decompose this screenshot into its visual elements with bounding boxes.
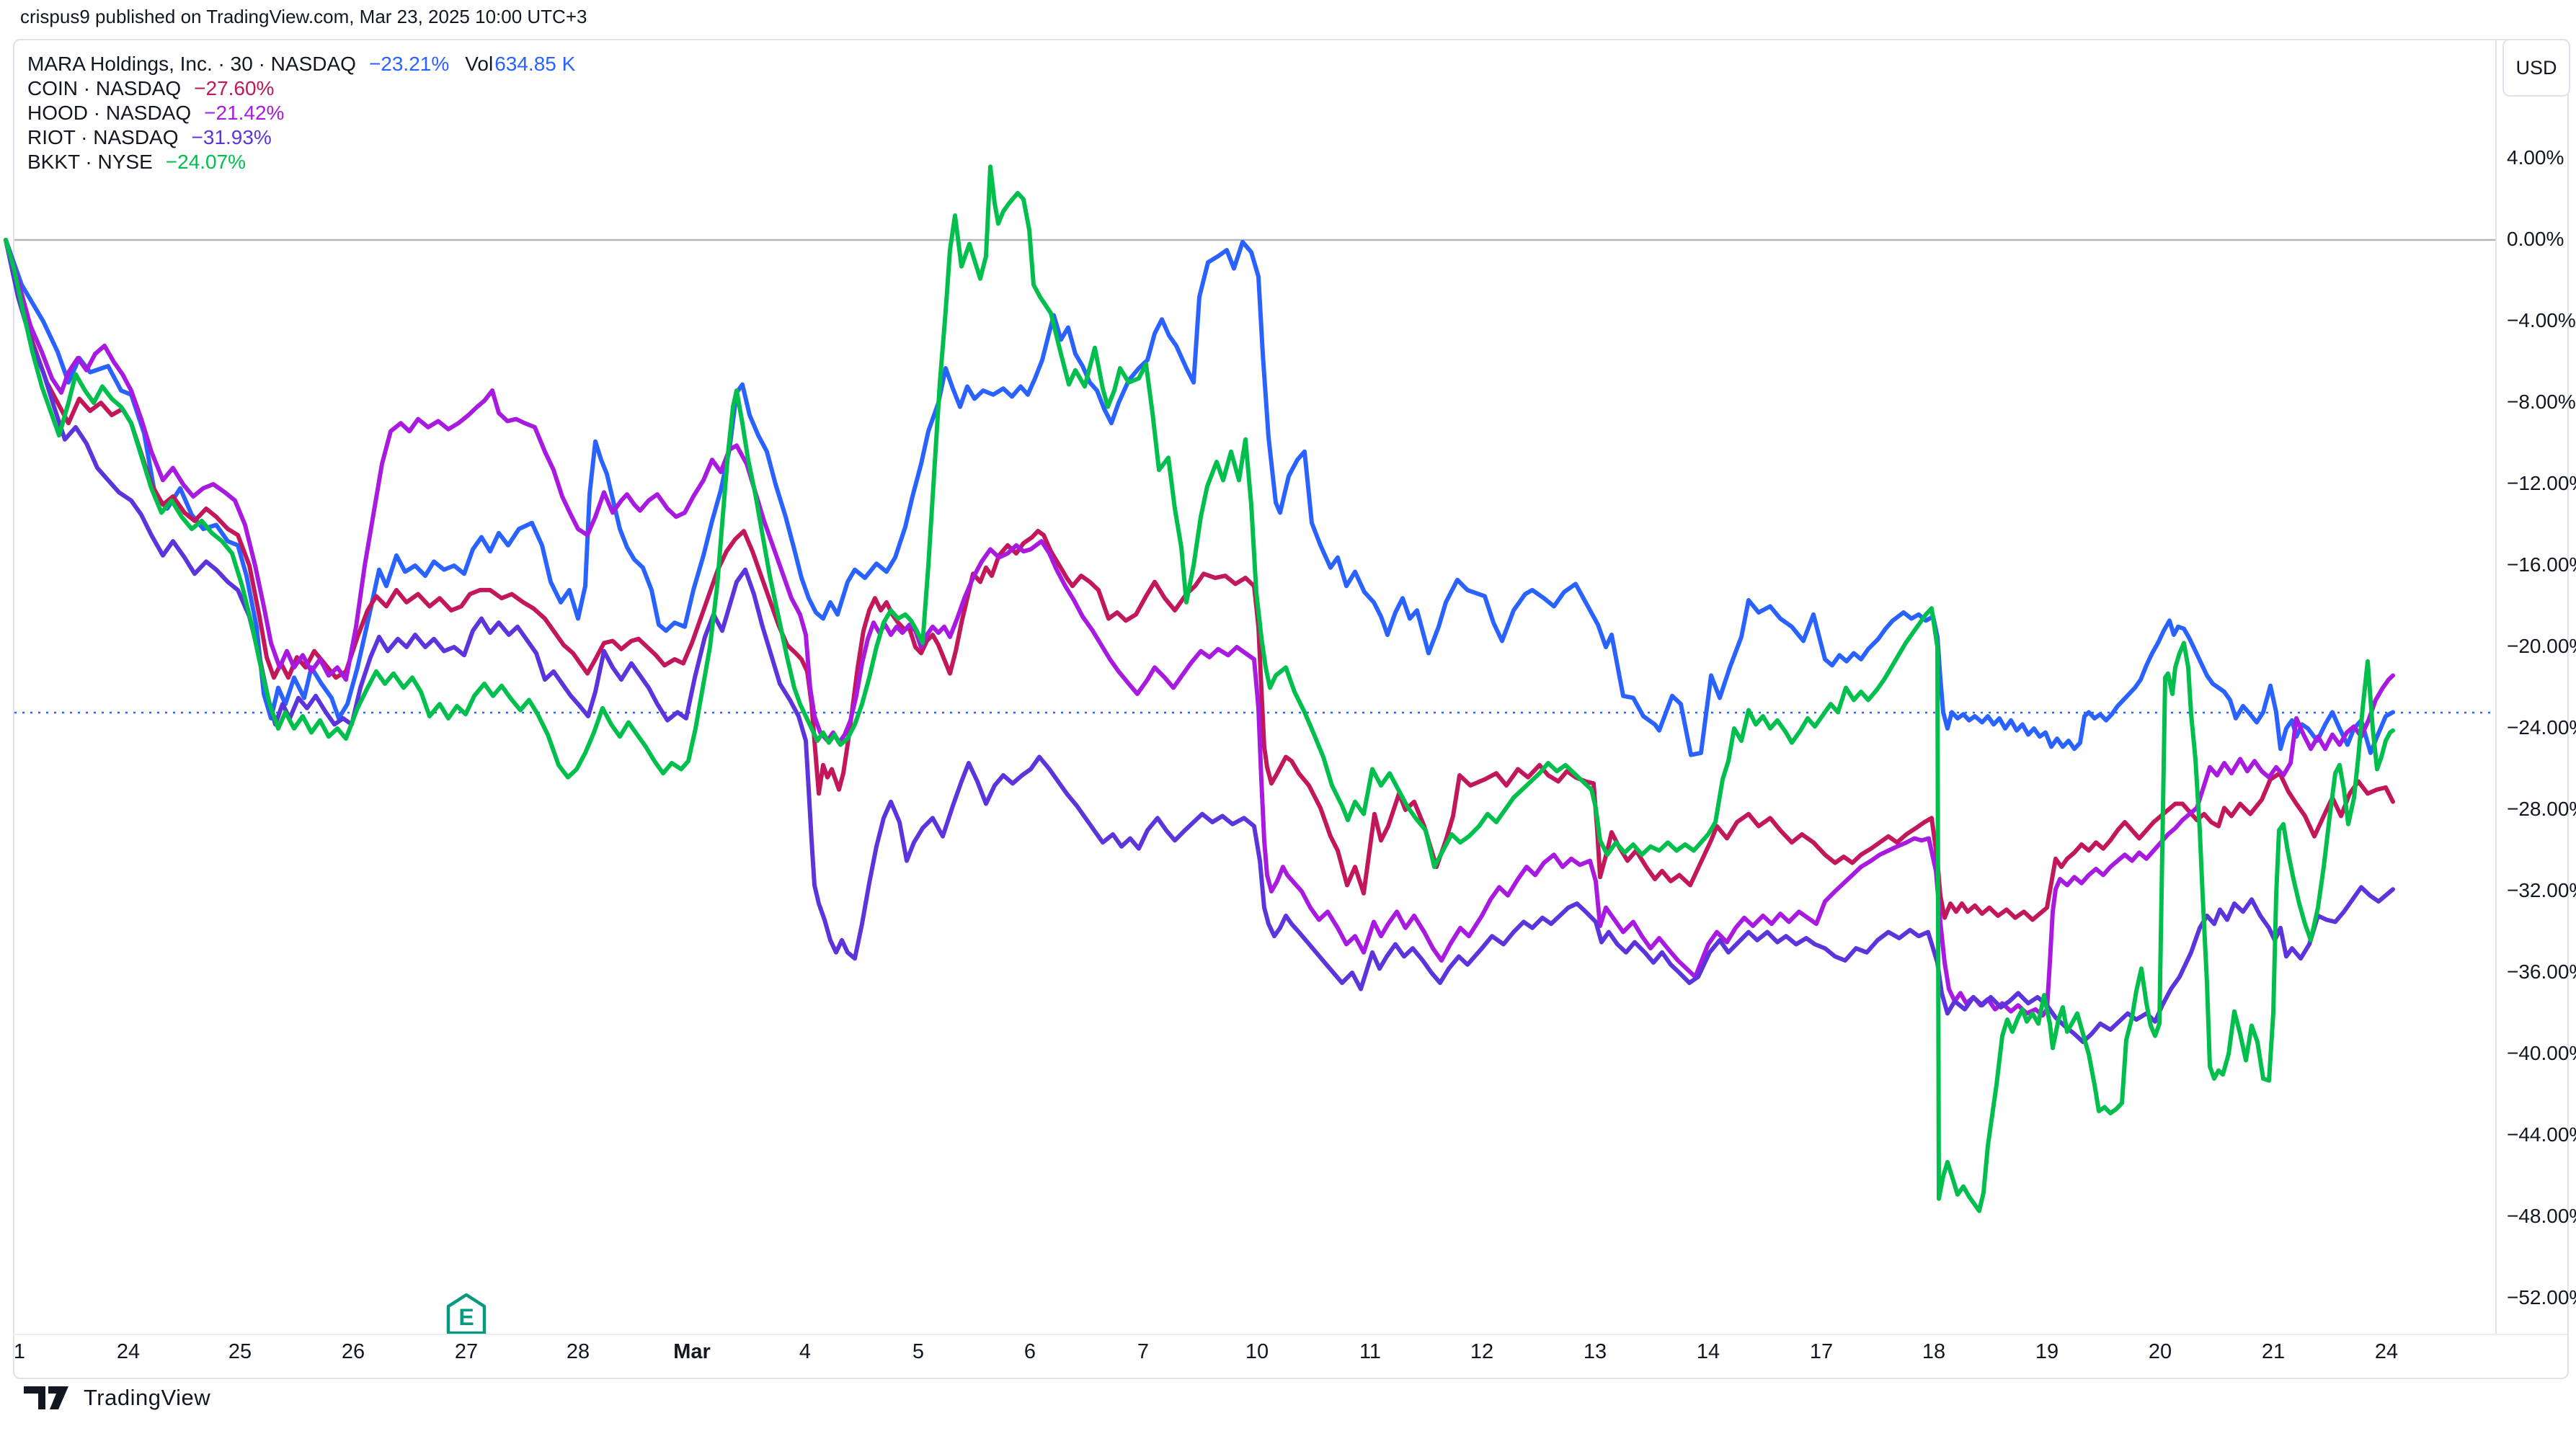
price-axis-tick: −16.00% <box>2507 553 2576 576</box>
legend-volume-label: Vol <box>465 53 494 75</box>
series-line-hood <box>4 238 2395 1018</box>
time-axis-tick: Mar <box>673 1340 711 1363</box>
time-axis-tick: 14 <box>1696 1340 1720 1363</box>
currency-unit-text: USD <box>2515 56 2557 79</box>
series-line-mara <box>4 238 2395 757</box>
price-axis-tick: −40.00% <box>2507 1042 2576 1064</box>
price-axis-tick: −8.00% <box>2507 391 2576 413</box>
time-axis-tick: 26 <box>341 1340 365 1363</box>
time-axis-tick: 28 <box>566 1340 590 1363</box>
chart-card <box>13 39 2569 1379</box>
time-axis-tick: 13 <box>1583 1340 1607 1363</box>
attribution-text: crispus9 published on TradingView.com, M… <box>20 6 587 27</box>
legend-symbol-label: BKKT · NYSE <box>27 151 153 173</box>
legend-change-value: −24.07% <box>165 151 247 173</box>
time-axis-tick: 6 <box>1023 1340 1036 1363</box>
price-axis-tick: −12.00% <box>2507 472 2576 494</box>
series-lines <box>4 164 2395 1213</box>
time-axis-tick: 10 <box>1245 1340 1269 1363</box>
legend-symbol-label: HOOD · NASDAQ <box>27 102 192 124</box>
currency-unit-label: USD <box>2502 39 2570 97</box>
price-axis-tick: −4.00% <box>2507 309 2576 331</box>
legend-item-bkkt[interactable]: BKKT · NYSE −24.07% <box>27 150 575 174</box>
time-axis-tick: 24 <box>116 1340 141 1363</box>
price-axis-tick: −48.00% <box>2507 1205 2576 1227</box>
time-axis-tick: 18 <box>1922 1340 1946 1363</box>
time-axis-tick: 11 <box>1359 1340 1382 1363</box>
time-axis-tick: 27 <box>454 1340 479 1363</box>
series-line-bkkt <box>4 164 2395 1213</box>
legend-item-mara[interactable]: MARA Holdings, Inc. · 30 · NASDAQ −23.21%… <box>27 52 575 76</box>
legend-symbol-label: RIOT · NASDAQ <box>27 126 179 148</box>
price-axis-tick: −44.00% <box>2507 1123 2576 1146</box>
time-axis-tick: 12 <box>1470 1340 1494 1363</box>
price-axis-tick: 4.00% <box>2507 146 2564 169</box>
time-axis-tick: 21 <box>2261 1340 2286 1363</box>
time-axis-tick: 7 <box>1137 1340 1150 1363</box>
legend: MARA Holdings, Inc. · 30 · NASDAQ −23.21%… <box>27 52 575 174</box>
price-axis-tick: −24.00% <box>2507 716 2576 739</box>
earnings-marker[interactable]: E <box>446 1293 487 1335</box>
time-axis-tick: 5 <box>912 1340 925 1363</box>
price-axis-tick: −20.00% <box>2507 635 2576 657</box>
price-axis-tick: −28.00% <box>2507 798 2576 820</box>
tradingview-logo[interactable]: TradingView <box>22 1382 210 1414</box>
price-axis-tick: 0.00% <box>2507 228 2564 250</box>
earnings-icon <box>446 1293 487 1335</box>
series-line-coin <box>4 238 2395 922</box>
legend-change-value: −23.21% <box>368 53 450 75</box>
time-axis-tick: 19 <box>2035 1340 2059 1363</box>
tradingview-logo-icon <box>24 1386 68 1409</box>
time-axis-tick: 17 <box>1809 1340 1834 1363</box>
time-axis-tick: 1 <box>13 1340 26 1363</box>
legend-change-value: −27.60% <box>194 77 275 99</box>
legend-item-coin[interactable]: COIN · NASDAQ −27.60% <box>27 76 575 101</box>
time-axis-tick: 24 <box>2374 1340 2399 1363</box>
earnings-letter: E <box>458 1304 474 1330</box>
legend-symbol-label: COIN · NASDAQ <box>27 77 182 99</box>
legend-item-riot[interactable]: RIOT · NASDAQ −31.93% <box>27 125 575 150</box>
tradingview-logo-text: TradingView <box>84 1385 211 1410</box>
time-axis-tick: 4 <box>799 1340 812 1363</box>
legend-volume-value: 634.85 K <box>494 53 576 75</box>
price-axis-tick: −36.00% <box>2507 960 2576 983</box>
series-line-riot <box>4 238 2395 1044</box>
price-axis-tick: −32.00% <box>2507 879 2576 901</box>
legend-symbol-label: MARA Holdings, Inc. · 30 · NASDAQ <box>27 53 356 75</box>
legend-change-value: −21.42% <box>204 102 285 124</box>
price-axis[interactable] <box>2495 40 2576 1334</box>
time-axis-tick: 25 <box>228 1340 252 1363</box>
time-axis-tick: 20 <box>2148 1340 2172 1363</box>
price-axis-tick: −52.00% <box>2507 1286 2576 1309</box>
time-axis[interactable] <box>13 1334 2567 1378</box>
legend-item-hood[interactable]: HOOD · NASDAQ −21.42% <box>27 101 575 125</box>
legend-change-value: −31.93% <box>191 126 272 148</box>
